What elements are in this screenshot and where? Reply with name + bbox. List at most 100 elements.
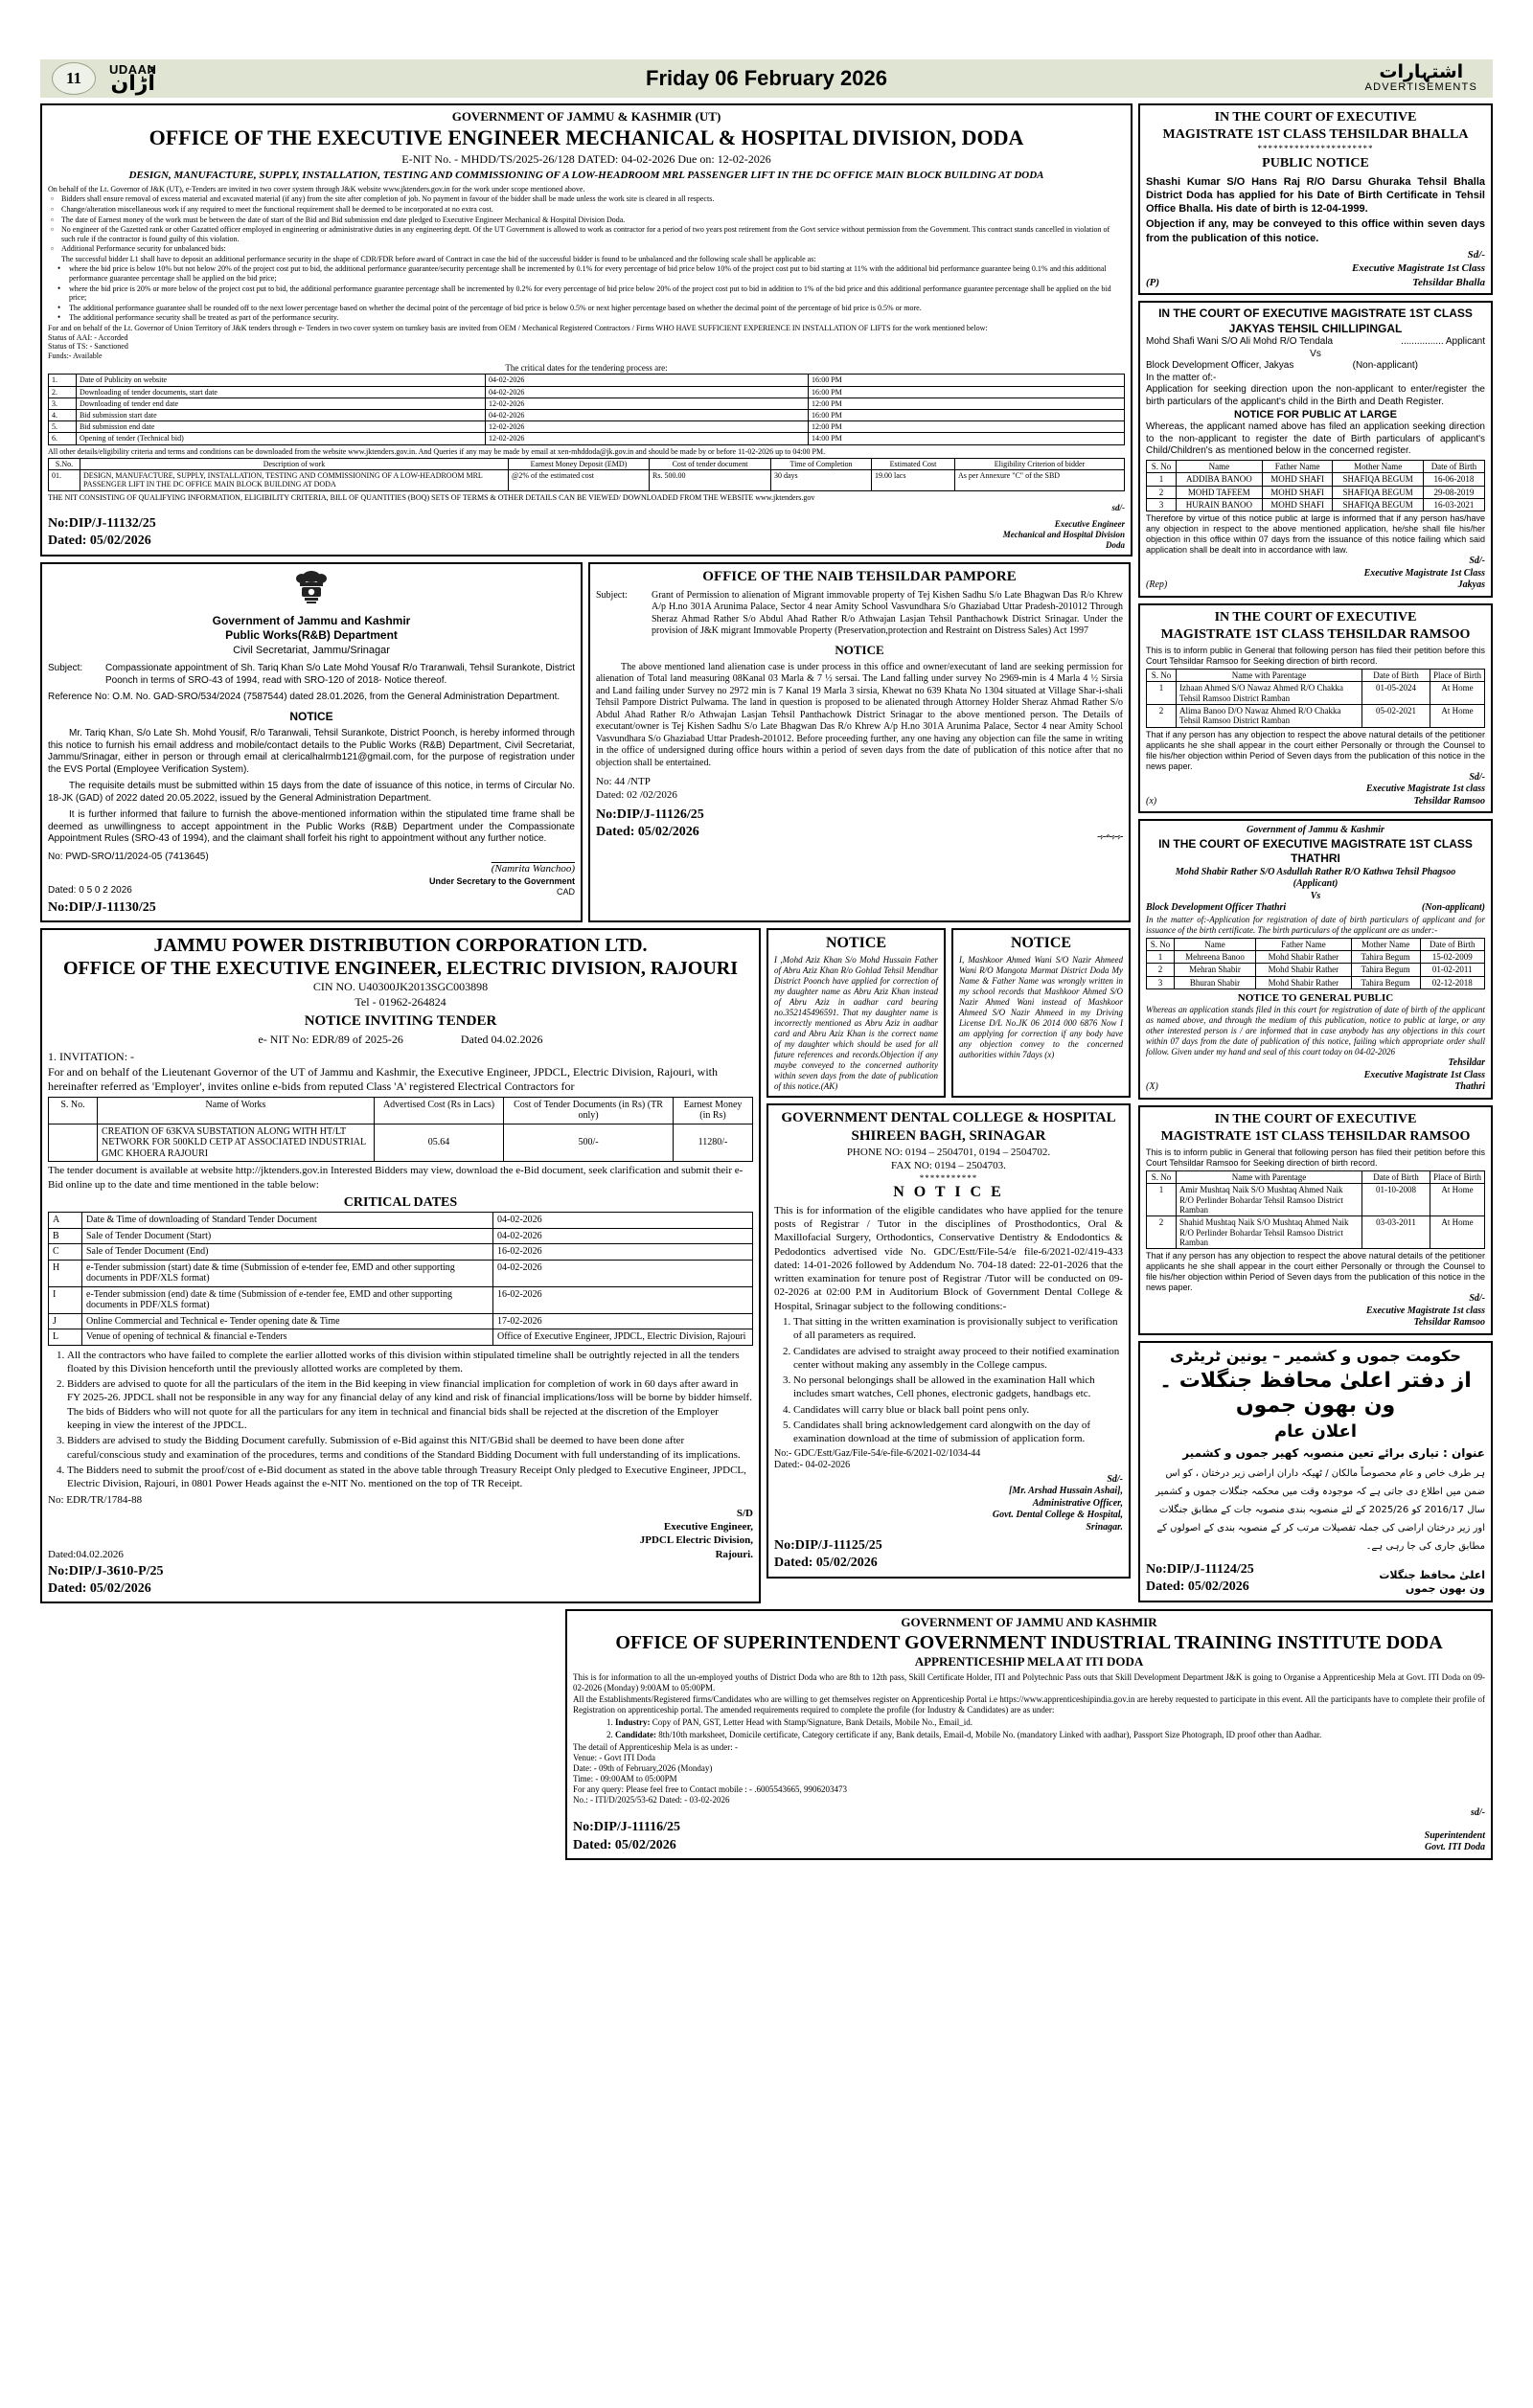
cell-time: 12:00 PM bbox=[808, 397, 1125, 410]
col-cost-doc: Cost of tender document bbox=[649, 458, 771, 471]
cell-date: Office of Executive Engineer, JPDCL, Ele… bbox=[492, 1329, 753, 1346]
list-item: All the contractors who have failed to c… bbox=[67, 1349, 753, 1376]
col-advertised-cost: Advertised Cost (Rs in Lacs) bbox=[374, 1096, 504, 1124]
jakyas-nonapplicant-row: Block Development Officer, Jakyas (Non-a… bbox=[1146, 360, 1485, 373]
jpdcl-sign-3: Rajouri. bbox=[715, 1548, 753, 1560]
jpdcl-conditions: All the contractors who have failed to c… bbox=[67, 1349, 753, 1491]
cell-dob: 05-02-2021 bbox=[1361, 704, 1430, 728]
jpdcl-sd: S/D bbox=[736, 1507, 753, 1519]
cell-date: 12-02-2026 bbox=[485, 432, 809, 445]
thathri-sign-2: Executive Magistrate 1st Class bbox=[1363, 1069, 1485, 1080]
pwrb-sign-post-2: CAD bbox=[556, 886, 575, 897]
cell-father: Mohd Shabir Rather bbox=[1255, 950, 1352, 965]
gdc-title-2: SHIREEN BAGH, SRINAGAR bbox=[851, 1127, 1046, 1144]
ramsoo1-footer: That if any person has any objection to … bbox=[1146, 729, 1485, 771]
iti-venue: Venue: - Govt ITI Doda bbox=[573, 1752, 655, 1762]
cell-desc: Venue of opening of technical & financia… bbox=[81, 1329, 493, 1346]
pampore-dip: No:DIP/J-11126/25 bbox=[596, 806, 704, 822]
iti-no: No.: - ITI/D/2025/53-62 Dated: - 03-02-2… bbox=[573, 1794, 730, 1805]
ramsoo2-sign-1: Executive Magistrate 1st class bbox=[1365, 1305, 1485, 1316]
table-row: 1 ADDIBA BANOO MOHD SHAFI SHAFIQA BEGUM … bbox=[1146, 472, 1486, 487]
thathri-sign-3: Thathri bbox=[1454, 1081, 1485, 1093]
cell-name: CREATION OF 63KVA SUBSTATION ALONG WITH … bbox=[97, 1123, 375, 1163]
mhdd-dip: No:DIP/J-11132/25 bbox=[48, 516, 156, 532]
iti-item-text-1: Copy of PAN, GST, Letter Head with Stamp… bbox=[650, 1717, 972, 1728]
jakyas-applicant-row: Mohd Shafi Wani S/O Ali Mohd R/O Tendala… bbox=[1146, 336, 1485, 349]
iti-office: OFFICE OF SUPERINTENDENT GOVERNMENT INDU… bbox=[615, 1632, 1443, 1654]
thathri-nonapplicant-row: Block Development Officer Thathri (Non-a… bbox=[1146, 902, 1485, 915]
jpdcl-footer: Dated:04.02.2026 S/D Executive Engineer,… bbox=[48, 1507, 753, 1561]
iti-gov: GOVERNMENT OF JAMMU AND KASHMIR bbox=[901, 1615, 1157, 1630]
ramsoo1-tag: (x) bbox=[1146, 795, 1157, 806]
cell-dob: 03-03-2011 bbox=[1361, 1215, 1430, 1250]
bhalla-footer: (P) Tehsildar Bhalla bbox=[1146, 276, 1485, 289]
row-pwrb-pampore: Government of Jammu and Kashmir Public W… bbox=[40, 561, 1133, 928]
cell-eligibility: As per Annexure "C" of the SBD bbox=[954, 469, 1125, 491]
cell-date: 17-02-2026 bbox=[492, 1312, 753, 1330]
table-row: CREATION OF 63KVA SUBSTATION ALONG WITH … bbox=[48, 1123, 753, 1163]
affidavit2-heading: NOTICE bbox=[1010, 935, 1072, 952]
jakyas-applicant-tag: ................ Applicant bbox=[1401, 336, 1485, 348]
col-time: Time of Completion bbox=[770, 458, 872, 471]
col-cost-tender-docs: Cost of Tender Documents (in Rs) (TR onl… bbox=[503, 1096, 674, 1124]
urdu-dip: No:DIP/J-11124/25 bbox=[1146, 1562, 1254, 1578]
ramsoo1-sd: Sd/- bbox=[1469, 771, 1485, 783]
table-row: 3 Bhuran Shabir Mohd Shabir Rather Tahir… bbox=[1146, 975, 1486, 990]
col-father: Father Name bbox=[1261, 459, 1334, 474]
urdu-subject: تیاری برائے تعین منصوبہ کھیر جموں و کشمی… bbox=[1182, 1445, 1439, 1460]
cell-dob: 16-03-2021 bbox=[1422, 497, 1486, 512]
gdc-sign-2: Administrative Officer, bbox=[1032, 1497, 1123, 1509]
right-column: IN THE COURT OF EXECUTIVE MAGISTRATE 1ST… bbox=[1138, 103, 1493, 1608]
gdc-conditions: That sitting in the written examination … bbox=[793, 1315, 1123, 1446]
urdu-body: ہر طرف خاص و عام محصوصاً مالکان / ٹھیکہ … bbox=[1155, 1468, 1485, 1553]
table-row: 3. Downloading of tender end date 12-02-… bbox=[48, 397, 1125, 410]
pampore-notice-heading: NOTICE bbox=[835, 642, 884, 657]
col-earnest-money: Earnest Money (in Rs) bbox=[673, 1096, 753, 1124]
table-header-row: S.No. Description of work Earnest Money … bbox=[48, 458, 1125, 471]
mhdd-work-title: DESIGN, MANUFACTURE, SUPPLY, INSTALLATIO… bbox=[128, 170, 1044, 182]
table-row: 6. Opening of tender (Technical bid) 12-… bbox=[48, 432, 1125, 445]
mhdd-sub-bullets: where the bid price is below 10% but not… bbox=[57, 263, 1125, 323]
list-item: Candidates are advised to straight away … bbox=[793, 1345, 1123, 1373]
cell-key: L bbox=[48, 1329, 82, 1346]
list-item: The additional performance guarantee sha… bbox=[57, 303, 1125, 313]
bhalla-title-2: MAGISTRATE 1ST CLASS TEHSILDAR BHALLA bbox=[1162, 127, 1469, 143]
cell-father: MOHD SHAFI bbox=[1261, 497, 1334, 512]
table-row: J Online Commercial and Technical e- Ten… bbox=[48, 1312, 753, 1330]
pwrb-gov-1: Government of Jammu and Kashmir bbox=[212, 613, 411, 627]
pampore-dip-dated: Dated: 05/02/2026 bbox=[596, 824, 699, 839]
cell-father: MOHD SHAFI bbox=[1261, 485, 1334, 499]
cell-desc: Online Commercial and Technical e- Tende… bbox=[81, 1312, 493, 1330]
jpdcl-invitation-label: 1. INVITATION: - bbox=[48, 1050, 135, 1064]
cell-earnest: 11280/- bbox=[673, 1123, 753, 1163]
cell-mother: Tahira Begum bbox=[1350, 950, 1421, 965]
jpdcl-corp-title: JAMMU POWER DISTRIBUTION CORPORATION LTD… bbox=[153, 935, 648, 957]
jpdcl-enit: e- NIT No: EDR/89 of 2025-26 bbox=[258, 1033, 403, 1047]
cell-key: I bbox=[48, 1285, 82, 1314]
gdc-notice-heading: N O T I C E bbox=[893, 1183, 1004, 1200]
table-row: I e-Tender submission (end) date & time … bbox=[48, 1285, 753, 1314]
list-item: The Bidders need to submit the proof/cos… bbox=[67, 1464, 753, 1491]
pwrb-footer: Dated: 0 5 0 2 2026 (Namrita Wanchoo) Un… bbox=[48, 863, 575, 897]
urdu-side-2: ون بھون جموں bbox=[1405, 1582, 1485, 1596]
gdc-title-1: GOVERNMENT DENTAL COLLEGE & HOSPITAL bbox=[781, 1109, 1116, 1125]
col-sno: S. No bbox=[1146, 937, 1175, 952]
pampore-body: The above mentioned land alienation case… bbox=[596, 661, 1123, 768]
col-sno: S. No. bbox=[48, 1096, 98, 1124]
jakyas-title-2: JAKYAS TEHSIL CHILLIPINGAL bbox=[1228, 321, 1403, 335]
mhdd-sign-2: Mechanical and Hospital Division bbox=[1002, 529, 1125, 539]
pwrb-dated: Dated: 0 5 0 2 2026 bbox=[48, 885, 132, 897]
pampore-subject-label: Subject: bbox=[596, 589, 628, 601]
cell-name: Alima Banoo D/O Nawaz Ahmed R/O Chakka T… bbox=[1176, 704, 1362, 728]
cell-sno: 2 bbox=[1146, 485, 1177, 499]
iti-heading: APPRENTICESHIP MELA AT ITI DODA bbox=[914, 1654, 1144, 1670]
ramsoo2-title-1: IN THE COURT OF EXECUTIVE bbox=[1214, 1111, 1417, 1126]
jpdcl-sign-2: JPDCL Electric Division, bbox=[639, 1534, 753, 1547]
iti-sign-1: Superintendent bbox=[1424, 1829, 1485, 1841]
jpdcl-dip: No:DIP/J-3610-P/25 bbox=[48, 1564, 164, 1579]
cell-desc: Bid submission start date bbox=[76, 408, 486, 422]
list-item: Industry: Copy of PAN, GST, Letter Head … bbox=[615, 1717, 1485, 1728]
ramsoo1-sign-1: Executive Magistrate 1st class bbox=[1365, 784, 1485, 795]
table-header-row: S. No Name Father Name Mother Name Date … bbox=[1146, 459, 1486, 474]
cell-sno: 3. bbox=[48, 397, 77, 410]
